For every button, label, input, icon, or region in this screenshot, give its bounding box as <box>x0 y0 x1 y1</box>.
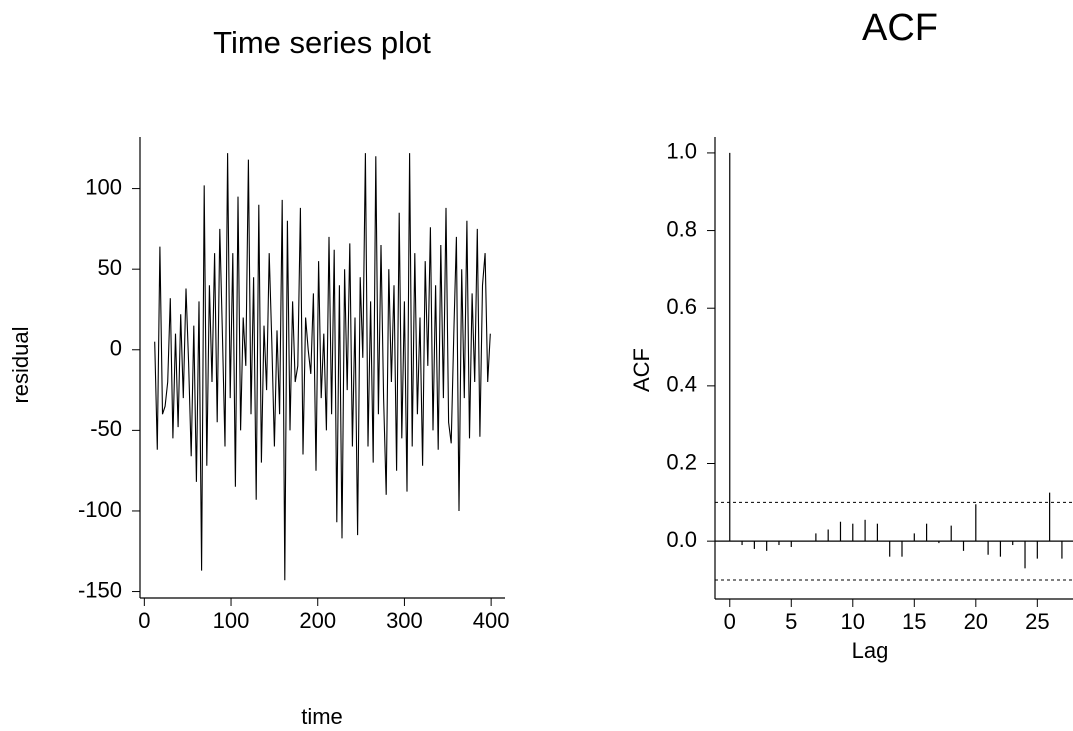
chart-title: Time series plot <box>213 25 431 60</box>
y-tick-label: 1.0 <box>666 139 697 164</box>
chart-title: ACF <box>862 7 938 49</box>
x-tick-label: 0 <box>138 608 150 633</box>
x-tick-label: 400 <box>473 608 510 633</box>
y-tick-label: -150 <box>78 577 122 602</box>
x-tick-label: 200 <box>299 608 336 633</box>
y-tick-label: 0.6 <box>666 294 697 319</box>
y-tick-label: -50 <box>90 416 122 441</box>
x-tick-label: 20 <box>964 609 988 634</box>
y-tick-label: 0.0 <box>666 527 697 552</box>
x-tick-label: 100 <box>213 608 250 633</box>
x-tick-label: 25 <box>1025 609 1049 634</box>
y-tick-label: 0.4 <box>666 372 697 397</box>
y-tick-label: 0 <box>110 336 122 361</box>
x-tick-label: 0 <box>724 609 736 634</box>
y-tick-label: 50 <box>98 255 122 280</box>
x-axis-label: time <box>301 704 343 729</box>
y-tick-label: -100 <box>78 497 122 522</box>
y-tick-label: 0.2 <box>666 449 697 474</box>
x-tick-label: 5 <box>785 609 797 634</box>
y-tick-label: 0.8 <box>666 216 697 241</box>
y-tick-label: 100 <box>85 174 122 199</box>
x-tick-label: 300 <box>386 608 423 633</box>
y-axis-label: ACF <box>629 348 654 392</box>
y-axis-label: residual <box>8 326 33 403</box>
series-line <box>154 153 491 581</box>
x-axis-label: Lag <box>852 638 889 663</box>
x-tick-label: 15 <box>902 609 926 634</box>
x-tick-label: 10 <box>841 609 865 634</box>
